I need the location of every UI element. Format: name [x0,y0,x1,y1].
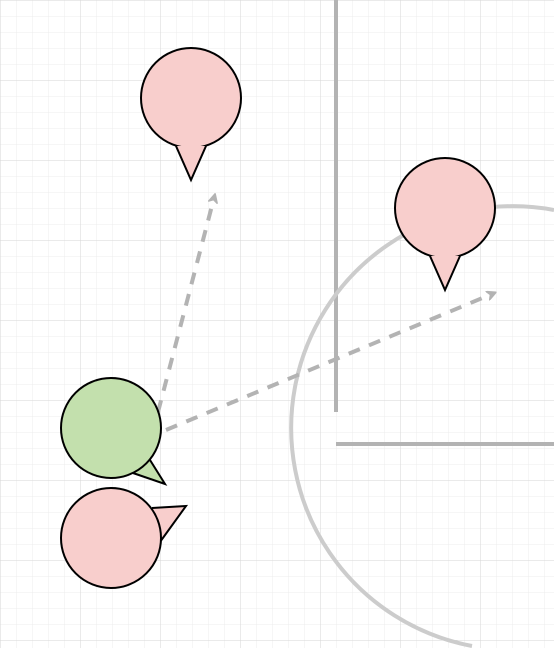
defender-bottom-circle[interactable] [60,487,162,589]
attacker-circle[interactable] [60,377,162,479]
defender-right-circle[interactable] [394,157,496,259]
player-defender-top[interactable] [140,47,242,183]
player-attacker[interactable] [60,377,168,486]
players[interactable] [60,47,496,589]
defender-right-pointer [429,255,461,293]
defender-top-circle[interactable] [140,47,242,149]
pass-arrow-to-defender-top[interactable] [156,198,214,413]
player-defender-right[interactable] [394,157,496,293]
pass-arrow-to-defender-right[interactable] [165,294,492,432]
player-defender-bottom[interactable] [60,487,189,589]
pass-arrows[interactable] [156,198,492,432]
attacker-pointer [129,459,168,486]
defender-top-pointer [175,145,207,183]
